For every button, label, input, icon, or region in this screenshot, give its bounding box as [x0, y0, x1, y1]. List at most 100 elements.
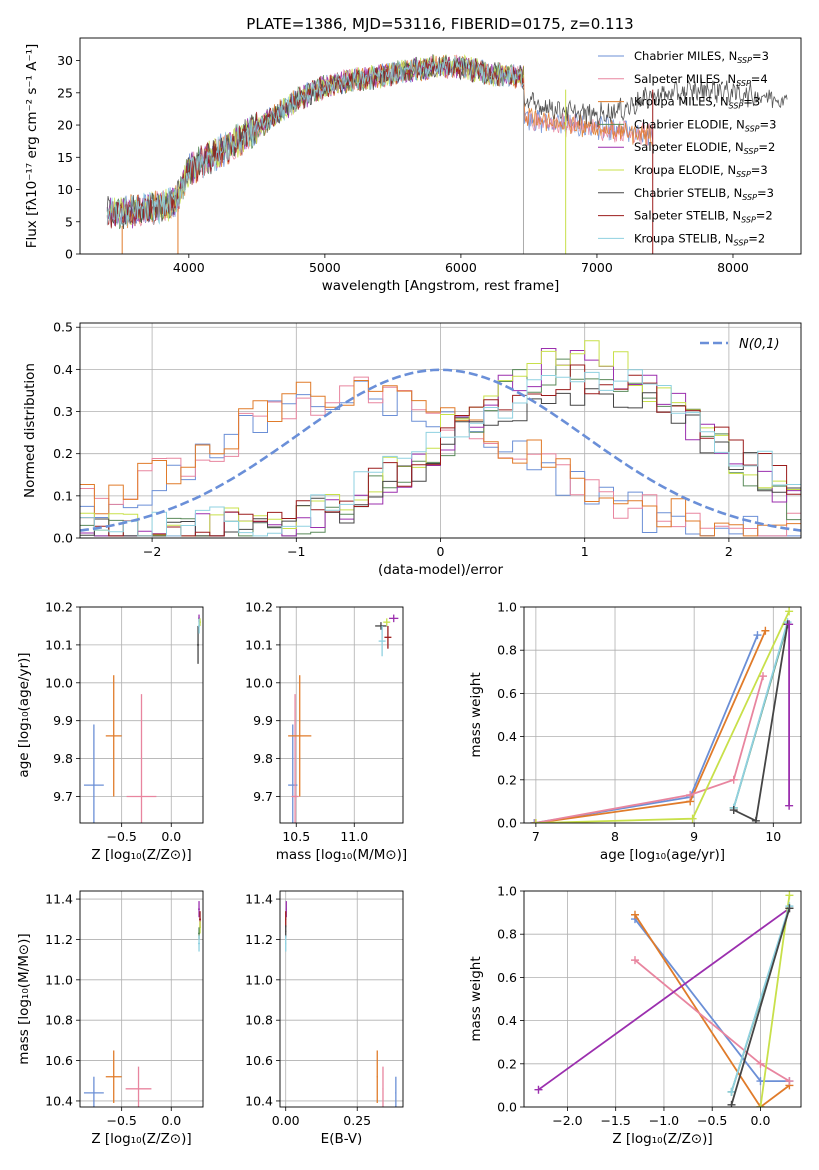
age-vs-mass-panel: 10.5 11.0 9.7 9.8 9.9 10.0 10.1 10.2 mass [log₁₀… [245, 600, 407, 864]
y-tick-label: 10.4 [45, 1093, 73, 1108]
x-tick-label: −1.0 [649, 1113, 679, 1128]
legend-label-salpeter-miles: Salpeter MILES, NSSP=4 [634, 72, 768, 88]
x-tick-label: 10.5 [282, 829, 310, 844]
mass-vs-metallicity-panel: −0.5 0.0 10.4 10.6 10.8 11.0 11.2 11.4 Z [log₁₀(… [16, 890, 204, 1147]
weight-marker-salpeter-miles [686, 790, 695, 799]
grid-lines [280, 891, 403, 1107]
y-tick-label: 10 [57, 182, 73, 197]
y-tick-label: 10.2 [245, 600, 273, 615]
x-tick-label: 0.0 [751, 1113, 771, 1128]
weight-marker-kroupa-miles [630, 910, 639, 919]
grid-lines [80, 891, 203, 1107]
weight-marker-chabrier-stelib [785, 904, 794, 913]
y-tick-label: 11.4 [245, 892, 273, 907]
y-tick-label: 9.7 [253, 789, 273, 804]
x-tick-label: 8 [611, 829, 619, 844]
y-tick-label: 10.0 [45, 675, 73, 690]
x-axis-label: Z [log₁₀(Z/Z⊙)] [612, 1131, 712, 1147]
x-tick-label: 0 [437, 544, 445, 559]
y-tick-label: 0.4 [497, 729, 517, 744]
plot-area [80, 340, 801, 537]
y-axis-label: Normed distribution [22, 363, 38, 498]
axes-frame [79, 37, 802, 255]
x-tick-label: 0.00 [272, 1113, 300, 1128]
residual-histogram-panel: −2 −1 0 1 2 0.0 0.1 0.2 0.3 0.4 0.5 (data-model)/er… [22, 320, 802, 578]
legend-label-kroupa-stelib: Kroupa STELIB, NSSP=2 [634, 231, 765, 247]
histogram-kroupa-stelib [80, 369, 801, 537]
histogram-kroupa-miles [80, 380, 801, 537]
weight-marker-chabrier-stelib [727, 1100, 736, 1107]
plot-area [83, 614, 202, 823]
legend-gaussian-label: N(0,1) [739, 337, 780, 352]
x-axis-label: (data-model)/error [378, 562, 504, 578]
plot-area [83, 901, 202, 1107]
weight-line-kroupa-miles [535, 630, 767, 823]
gaussian-curve [80, 368, 801, 532]
legend-label-kroupa-elodie: Kroupa ELODIE, NSSP=3 [634, 163, 768, 179]
y-tick-label: 9.9 [53, 713, 73, 728]
y-tick-label: 0.8 [497, 643, 517, 658]
weight-marker-kroupa-elodie [785, 891, 794, 900]
y-tick-label: 1.0 [497, 600, 517, 615]
legend-label-salpeter-stelib: Salpeter STELIB, NSSP=2 [634, 209, 773, 225]
axes-frame [79, 890, 204, 1108]
x-tick-label: 8000 [717, 260, 749, 275]
weight-marker-salpeter-elodie [534, 1085, 543, 1094]
y-tick-label: 11.2 [45, 932, 73, 947]
x-tick-label: 4000 [173, 260, 205, 275]
grid-lines [524, 606, 801, 824]
histogram-chabrier-miles [80, 380, 801, 537]
y-tick-label: 10.8 [45, 1013, 73, 1028]
x-axis-label: Z [log₁₀(Z/Z⊙)] [91, 847, 191, 863]
weight-marker-salpeter-miles [756, 1059, 765, 1068]
weight-marker-kroupa-stelib [727, 1087, 736, 1096]
weight-marker-kroupa-elodie [756, 1103, 765, 1107]
mass-weight-vs-age-panel: 7 8 9 10 0.0 0.2 0.4 0.6 0.8 1.0 age [log₁₀(age/yr… [468, 600, 802, 863]
weight-marker-salpeter-miles [759, 672, 768, 681]
y-tick-label: 0.8 [497, 927, 517, 942]
legend-label-chabrier-stelib: Chabrier STELIB, NSSP=3 [634, 186, 774, 202]
y-tick-label: 0.2 [497, 1056, 517, 1071]
y-tick-label: 9.8 [253, 751, 273, 766]
axes-frame [523, 606, 802, 824]
weight-marker-kroupa-elodie [531, 819, 540, 823]
axes-frame [279, 890, 404, 1108]
weight-line-salpeter-miles [534, 675, 764, 823]
y-tick-label: 0 [65, 247, 73, 262]
weight-marker-chabrier-stelib [751, 816, 760, 823]
y-tick-label: 1.0 [497, 884, 517, 899]
age-vs-metallicity-panel: −0.5 0.0 9.7 9.8 9.9 10.0 10.1 10.2 Z [log₁₀(Z/Z… [16, 600, 204, 863]
x-axis-label: mass [log₁₀(M/M⊙)] [276, 847, 407, 863]
weight-marker-chabrier-stelib [729, 806, 738, 815]
y-tick-label: 10.1 [45, 637, 73, 652]
weight-marker-salpeter-elodie [785, 620, 794, 629]
x-tick-label: 10 [765, 829, 781, 844]
axes-frame [279, 606, 404, 824]
x-axis-label: wavelength [Angstrom, rest frame] [322, 278, 560, 294]
spectrum-panel: 4000 5000 6000 7000 8000 0 5 10 15 20 25 30 waveleng… [24, 37, 802, 294]
weight-marker-chabrier-miles [753, 631, 762, 640]
weight-marker-salpeter-miles [531, 819, 540, 823]
y-tick-label: 0.0 [497, 1100, 517, 1115]
x-tick-label: −1.5 [601, 1113, 631, 1128]
grid-lines [280, 606, 403, 823]
y-tick-label: 0.2 [497, 772, 517, 787]
y-tick-label: 0.0 [53, 531, 73, 546]
weight-marker-salpeter-miles [785, 1077, 794, 1086]
y-axis-label: mass [log₁₀(M/M⊙)] [16, 933, 32, 1064]
y-tick-label: 10.8 [245, 1013, 273, 1028]
y-tick-label: 10.1 [245, 637, 273, 652]
x-tick-label: 11.0 [340, 829, 368, 844]
x-tick-label: 7000 [581, 260, 613, 275]
y-tick-label: 11.2 [245, 932, 273, 947]
y-tick-label: 9.8 [53, 751, 73, 766]
y-tick-label: 0.4 [497, 1013, 517, 1028]
weight-marker-kroupa-elodie [785, 607, 794, 616]
y-tick-label: 15 [57, 150, 73, 165]
x-axis-label: E(B-V) [321, 1131, 363, 1147]
spectrum-line-kroupa-stelib [106, 56, 524, 227]
y-tick-label: 10.4 [245, 1093, 273, 1108]
legend-label-kroupa-miles: Kroupa MILES, NSSP=3 [634, 95, 760, 111]
y-tick-label: 0.6 [497, 970, 517, 985]
